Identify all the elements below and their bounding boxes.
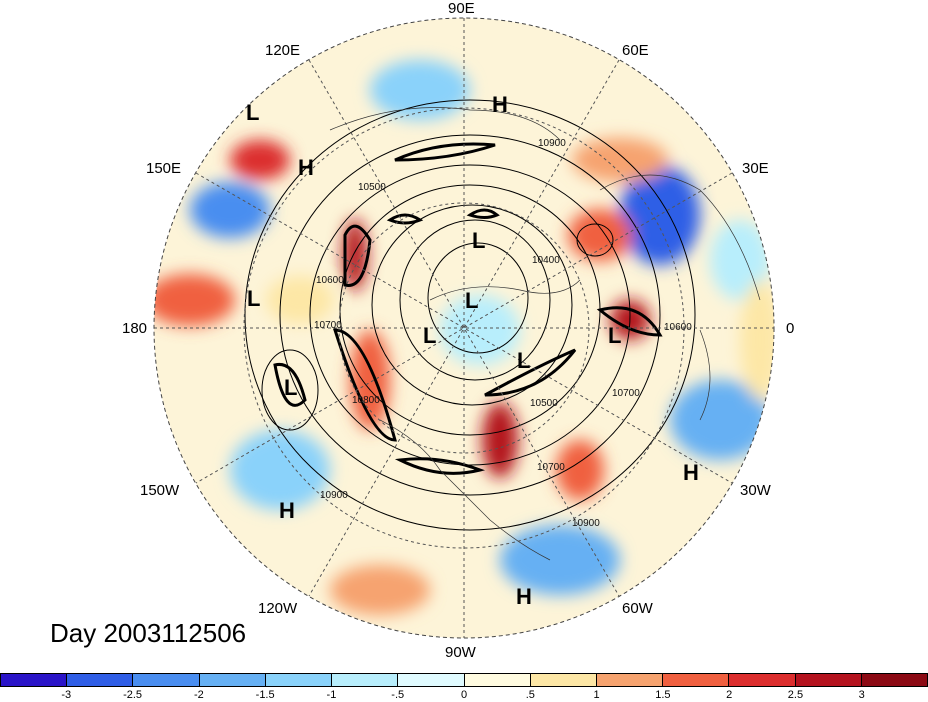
lon-label-120e: 120E bbox=[265, 42, 301, 59]
lon-label-30w: 30W bbox=[740, 482, 771, 499]
colorbar bbox=[0, 673, 928, 689]
colorbar-swatch bbox=[132, 673, 199, 687]
graticule bbox=[154, 18, 774, 638]
contour-label: 10600 bbox=[316, 275, 344, 286]
contour-label: 10500 bbox=[530, 398, 558, 409]
lon-label-90w: 90W bbox=[445, 644, 476, 661]
date-label: Day 2003112506 bbox=[50, 618, 247, 648]
polar-map bbox=[153, 17, 775, 639]
anomaly-field bbox=[154, 18, 774, 638]
high-center: H bbox=[683, 460, 699, 485]
jet-contours bbox=[273, 142, 663, 475]
contour-label: 10700 bbox=[314, 320, 342, 331]
high-center: H bbox=[298, 155, 314, 180]
colorbar-tick-label: .5 bbox=[525, 689, 535, 701]
low-center: L bbox=[423, 323, 437, 348]
lon-label-150w: 150W bbox=[140, 482, 180, 499]
low-center: L bbox=[608, 323, 622, 348]
contour-label: 10700 bbox=[612, 388, 640, 399]
high-center: H bbox=[516, 584, 532, 609]
colorbar-swatch bbox=[595, 673, 663, 687]
lon-label-60w: 60W bbox=[622, 600, 653, 617]
colorbar-swatch bbox=[794, 673, 861, 687]
high-center: H bbox=[492, 92, 508, 117]
colorbar-swatch bbox=[860, 673, 928, 687]
colorbar-swatch bbox=[66, 673, 133, 687]
colorbar-tick-label: 3 bbox=[858, 689, 865, 701]
low-center: L bbox=[517, 348, 531, 373]
colorbar-tick-label: -3 bbox=[61, 689, 72, 701]
lon-label-180: 180 bbox=[122, 320, 148, 337]
low-center: L bbox=[284, 375, 298, 400]
colorbar-swatch bbox=[463, 673, 530, 687]
colorbar-swatch bbox=[264, 673, 332, 687]
contour-label: 10500 bbox=[358, 182, 386, 193]
colorbar-swatch bbox=[728, 673, 795, 687]
colorbar-swatch bbox=[529, 673, 596, 687]
colorbar-tick-label: 1 bbox=[593, 689, 600, 701]
map-border bbox=[153, 17, 775, 639]
colorbar-tick-label: 0 bbox=[460, 689, 468, 701]
lon-label-60e: 60E bbox=[622, 42, 649, 59]
colorbar-swatch bbox=[331, 673, 398, 687]
colorbar-tick-label: -2 bbox=[193, 689, 204, 701]
colorbar-swatch bbox=[662, 673, 729, 687]
low-center: L bbox=[472, 228, 486, 253]
colorbar-tick-label: -.5 bbox=[391, 689, 405, 701]
colorbar-tick-label: -1 bbox=[326, 689, 337, 701]
lon-label-0: 0 bbox=[786, 320, 795, 337]
low-center: L bbox=[247, 286, 261, 311]
contour-label: 10700 bbox=[537, 462, 565, 473]
low-center: L bbox=[246, 100, 260, 125]
low-center: L bbox=[465, 288, 479, 313]
colorbar-swatch bbox=[198, 673, 265, 687]
contour-label: 10900 bbox=[538, 138, 566, 149]
colorbar-tick-label: 2 bbox=[726, 689, 733, 701]
contour-label: 10400 bbox=[532, 255, 560, 266]
lon-label-150e: 150E bbox=[146, 160, 182, 177]
colorbar-tick-label: 1.5 bbox=[655, 689, 671, 701]
lon-label-90e: 90E bbox=[448, 0, 475, 17]
colorbar-swatch bbox=[397, 673, 464, 687]
contour-label: 10900 bbox=[572, 518, 600, 529]
lon-label-120w: 120W bbox=[258, 600, 298, 617]
contour-label: 10600 bbox=[664, 322, 692, 333]
colorbar-tick-label: 2.5 bbox=[787, 689, 804, 701]
contour-label: 10800 bbox=[352, 395, 380, 406]
colorbar-tick-label: -2.5 bbox=[123, 689, 143, 701]
contour-label: 10900 bbox=[320, 490, 348, 501]
high-center: H bbox=[279, 498, 295, 523]
colorbar-tick-label: -1.5 bbox=[255, 689, 275, 701]
colorbar-swatch bbox=[0, 673, 67, 687]
lon-label-30e: 30E bbox=[742, 160, 769, 177]
